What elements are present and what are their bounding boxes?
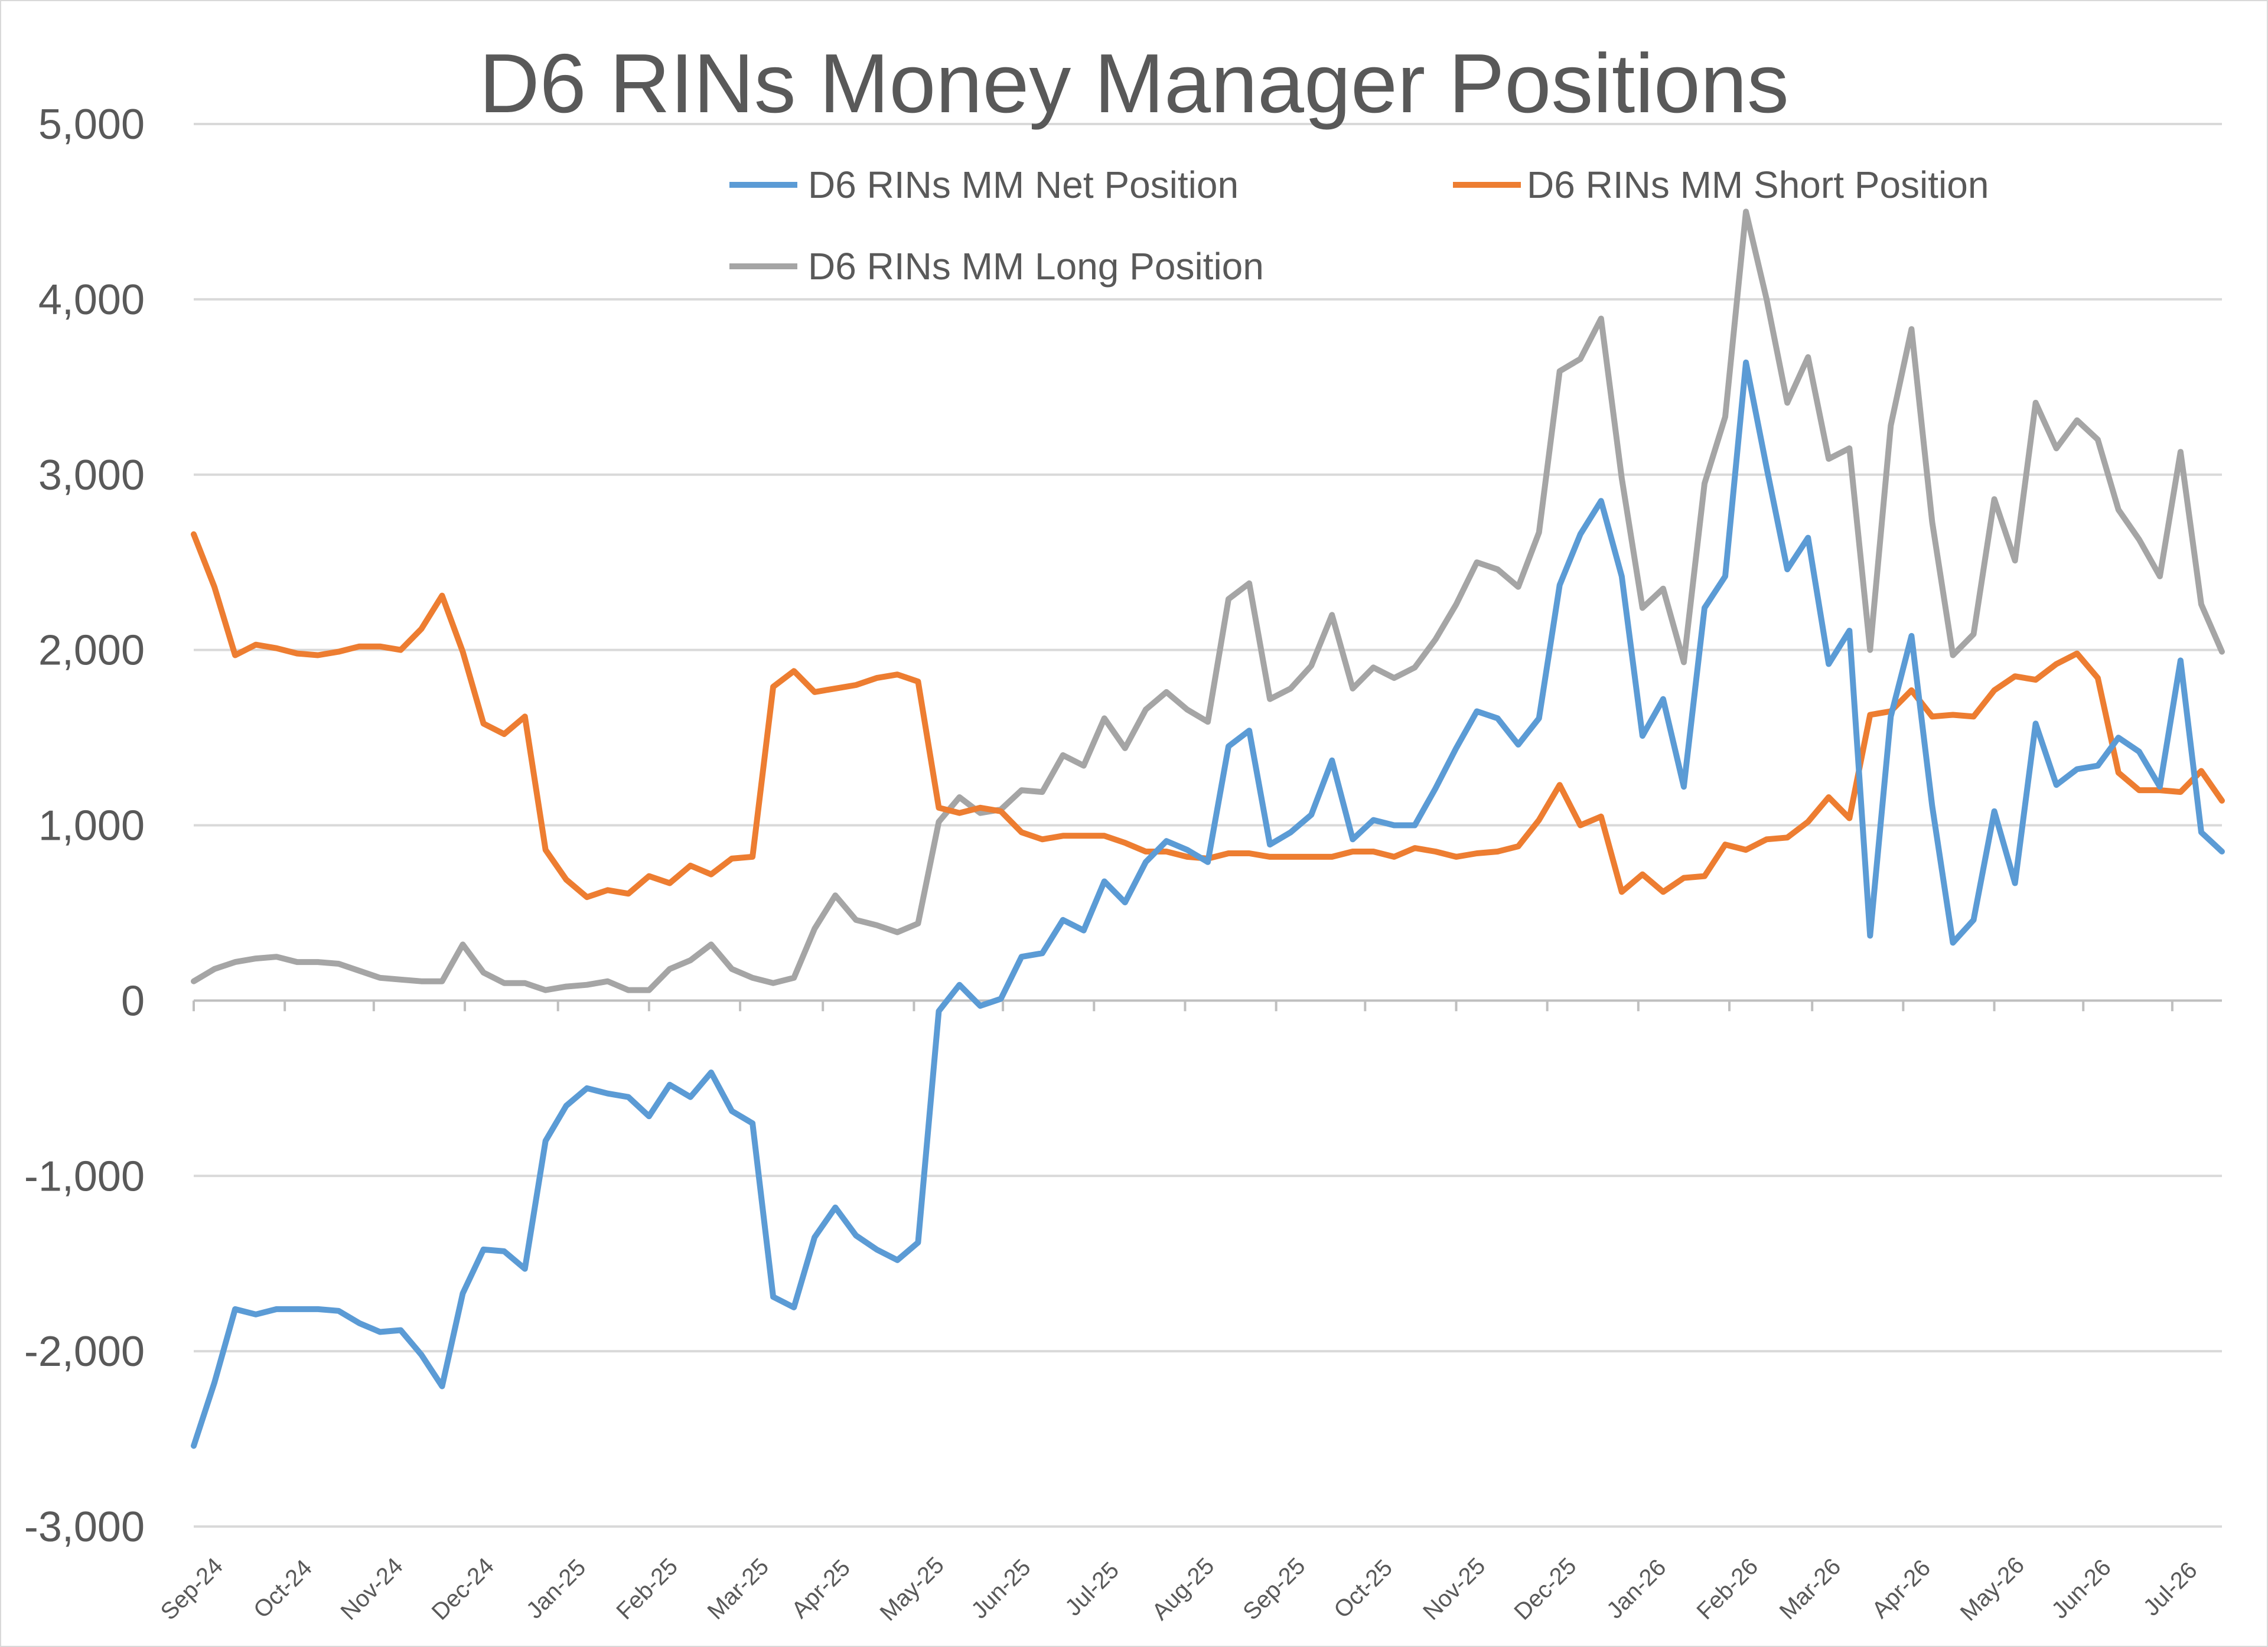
x-tick-label: Apr-25 (787, 1555, 855, 1623)
x-tick-label: Aug-25 (1147, 1553, 1219, 1625)
x-tick-label: Sep-24 (156, 1553, 228, 1625)
x-tick-label: Mar-26 (1775, 1553, 1846, 1625)
y-tick-label: -3,000 (24, 1504, 145, 1551)
y-tick-label: 2,000 (38, 627, 145, 674)
x-tick-label: Nov-25 (1418, 1553, 1490, 1625)
x-tick-label: Jan-25 (522, 1554, 591, 1624)
y-tick-label: -2,000 (24, 1328, 145, 1375)
x-tick-label: Apr-26 (1867, 1555, 1935, 1623)
x-axis-tick-labels: Sep-24 Oct-24 Nov-24 Dec-24 Jan-25 Feb-25 Mar-… (156, 1552, 2202, 1626)
x-tick-label: Feb-25 (611, 1553, 683, 1625)
x-tick-label: Oct-25 (1329, 1555, 1397, 1623)
x-tick-label: May-25 (875, 1552, 949, 1626)
x-tick-label: Dec-25 (1509, 1553, 1581, 1625)
x-tick-label: Jun-25 (966, 1554, 1036, 1624)
x-tick-label: Dec-24 (427, 1553, 499, 1625)
chart-title: D6 RINs Money Manager Positions (479, 37, 1789, 131)
y-tick-label: 4,000 (38, 276, 145, 324)
x-tick-label: Oct-24 (249, 1555, 317, 1623)
x-tick-label: Jan-26 (1602, 1554, 1671, 1624)
legend-label-short: D6 RINs MM Short Position (1527, 164, 1989, 206)
series-lines (191, 208, 2225, 1449)
legend-label-net: D6 RINs MM Net Position (808, 164, 1239, 206)
y-axis-tick-labels: -3,000 -2,000 -1,000 0 1,000 2,000 3,000 4,000 5… (24, 101, 145, 1551)
x-tick-label: May-26 (1956, 1552, 2029, 1626)
x-tick-label: Jun-26 (2047, 1554, 2116, 1624)
y-tick-label: -1,000 (24, 1153, 145, 1200)
x-tick-label: Sep-25 (1238, 1553, 1310, 1625)
x-tick-label: Jul-25 (1060, 1557, 1124, 1621)
y-tick-label: 1,000 (38, 803, 145, 850)
legend: D6 RINs MM Net Position D6 RINs MM Short… (729, 164, 1989, 288)
y-tick-label: 5,000 (38, 101, 145, 148)
y-tick-label: 3,000 (38, 452, 145, 499)
x-tick-label: Feb-26 (1692, 1553, 1763, 1625)
x-tick-label: Jul-26 (2139, 1557, 2202, 1621)
gridlines (194, 123, 2222, 1528)
series-line-net (191, 359, 2225, 1449)
legend-label-long: D6 RINs MM Long Position (808, 245, 1264, 288)
x-axis (193, 999, 2222, 1012)
x-tick-label: Nov-24 (336, 1553, 408, 1625)
y-tick-label: 0 (121, 977, 145, 1025)
series-line-long (191, 208, 2225, 993)
x-tick-label: Mar-25 (703, 1553, 774, 1625)
